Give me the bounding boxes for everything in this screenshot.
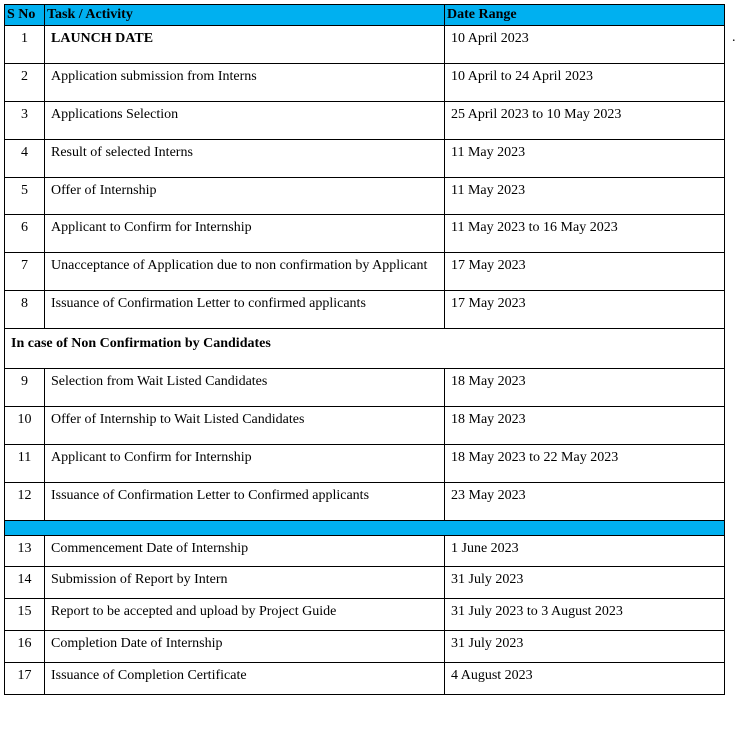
- cell-sno: 15: [5, 599, 45, 631]
- cell-date: 31 July 2023: [445, 567, 725, 599]
- schedule-table: S No Task / Activity Date Range 1 LAUNCH…: [4, 4, 725, 695]
- table-row: 1 LAUNCH DATE 10 April 2023: [5, 26, 725, 64]
- cell-sno: 7: [5, 253, 45, 291]
- cell-sno: 17: [5, 663, 45, 695]
- table-row: 4 Result of selected Interns 11 May 2023: [5, 139, 725, 177]
- cell-task: Offer of Internship: [45, 177, 445, 215]
- header-date: Date Range: [445, 5, 725, 26]
- cell-date: 25 April 2023 to 10 May 2023: [445, 101, 725, 139]
- cell-date: 10 April to 24 April 2023: [445, 63, 725, 101]
- cell-date: 18 May 2023: [445, 369, 725, 407]
- cell-sno: 6: [5, 215, 45, 253]
- section-label: In case of Non Confirmation by Candidate…: [5, 329, 725, 369]
- cell-sno: 4: [5, 139, 45, 177]
- cell-sno: 12: [5, 482, 45, 520]
- cell-sno: 3: [5, 101, 45, 139]
- cell-sno: 8: [5, 291, 45, 329]
- header-sno: S No: [5, 5, 45, 26]
- cell-date: 17 May 2023: [445, 253, 725, 291]
- cell-task: LAUNCH DATE: [45, 26, 445, 64]
- cell-task: Selection from Wait Listed Candidates: [45, 369, 445, 407]
- cell-date: 18 May 2023: [445, 406, 725, 444]
- divider-cell: [5, 520, 725, 535]
- cell-date: 23 May 2023: [445, 482, 725, 520]
- table-row: 8 Issuance of Confirmation Letter to con…: [5, 291, 725, 329]
- cell-date: 10 April 2023: [445, 26, 725, 64]
- table-row: 13 Commencement Date of Internship 1 Jun…: [5, 535, 725, 567]
- cell-date: 11 May 2023 to 16 May 2023: [445, 215, 725, 253]
- cell-sno: 10: [5, 406, 45, 444]
- table-row: 5 Offer of Internship 11 May 2023: [5, 177, 725, 215]
- cell-date: 11 May 2023: [445, 177, 725, 215]
- cell-task: Issuance of Completion Certificate: [45, 663, 445, 695]
- section-row-nonconfirmation: In case of Non Confirmation by Candidate…: [5, 329, 725, 369]
- table-row: 2 Application submission from Interns 10…: [5, 63, 725, 101]
- cell-task: Submission of Report by Intern: [45, 567, 445, 599]
- table-row: 6 Applicant to Confirm for Internship 11…: [5, 215, 725, 253]
- cell-task: Unacceptance of Application due to non c…: [45, 253, 445, 291]
- cell-date: 31 July 2023 to 3 August 2023: [445, 599, 725, 631]
- cell-task: Applicant to Confirm for Internship: [45, 444, 445, 482]
- header-row: S No Task / Activity Date Range: [5, 5, 725, 26]
- cell-task: Offer of Internship to Wait Listed Candi…: [45, 406, 445, 444]
- cell-task: Result of selected Interns: [45, 139, 445, 177]
- cell-sno: 5: [5, 177, 45, 215]
- table-row: 11 Applicant to Confirm for Internship 1…: [5, 444, 725, 482]
- cell-task: Report to be accepted and upload by Proj…: [45, 599, 445, 631]
- cell-sno: 2: [5, 63, 45, 101]
- cell-task: Completion Date of Internship: [45, 631, 445, 663]
- table-row: 12 Issuance of Confirmation Letter to Co…: [5, 482, 725, 520]
- cell-task: Applicant to Confirm for Internship: [45, 215, 445, 253]
- cell-sno: 11: [5, 444, 45, 482]
- cell-sno: 9: [5, 369, 45, 407]
- table-row: 9 Selection from Wait Listed Candidates …: [5, 369, 725, 407]
- cell-date: 18 May 2023 to 22 May 2023: [445, 444, 725, 482]
- cell-date: 4 August 2023: [445, 663, 725, 695]
- cell-task: Applications Selection: [45, 101, 445, 139]
- table-row: 15 Report to be accepted and upload by P…: [5, 599, 725, 631]
- header-task: Task / Activity: [45, 5, 445, 26]
- cell-date: 31 July 2023: [445, 631, 725, 663]
- table-row: 10 Offer of Internship to Wait Listed Ca…: [5, 406, 725, 444]
- cell-date: 17 May 2023: [445, 291, 725, 329]
- divider-bar: [5, 520, 725, 535]
- table-row: 17 Issuance of Completion Certificate 4 …: [5, 663, 725, 695]
- cell-task: Issuance of Confirmation Letter to Confi…: [45, 482, 445, 520]
- cell-sno: 14: [5, 567, 45, 599]
- cell-task: Application submission from Interns: [45, 63, 445, 101]
- cell-sno: 16: [5, 631, 45, 663]
- stray-dot: .: [732, 30, 736, 46]
- cell-date: 11 May 2023: [445, 139, 725, 177]
- cell-sno: 1: [5, 26, 45, 64]
- table-row: 14 Submission of Report by Intern 31 Jul…: [5, 567, 725, 599]
- table-row: 7 Unacceptance of Application due to non…: [5, 253, 725, 291]
- cell-task: Issuance of Confirmation Letter to confi…: [45, 291, 445, 329]
- table-row: 16 Completion Date of Internship 31 July…: [5, 631, 725, 663]
- cell-task: Commencement Date of Internship: [45, 535, 445, 567]
- cell-sno: 13: [5, 535, 45, 567]
- cell-date: 1 June 2023: [445, 535, 725, 567]
- table-row: 3 Applications Selection 25 April 2023 t…: [5, 101, 725, 139]
